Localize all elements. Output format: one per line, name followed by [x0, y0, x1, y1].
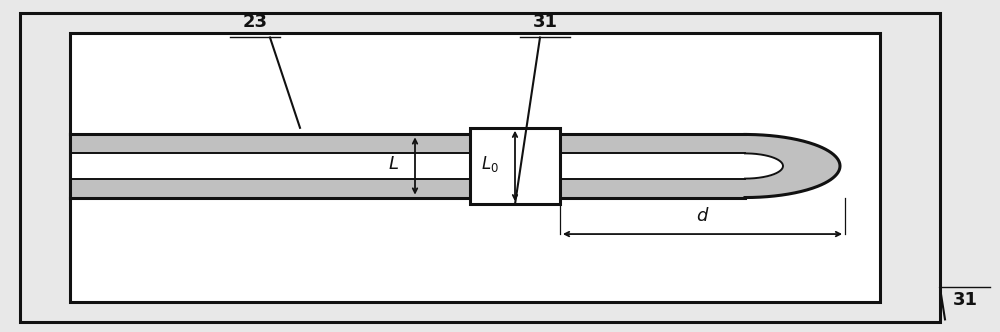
Polygon shape: [745, 153, 783, 179]
Text: $d$: $d$: [696, 207, 709, 225]
Text: 31: 31: [532, 13, 558, 31]
Bar: [470, 128, 560, 204]
Polygon shape: [745, 134, 840, 198]
Text: $L$: $L$: [388, 155, 398, 173]
Text: $L_0$: $L_0$: [481, 154, 499, 174]
Bar: [70, 134, 745, 198]
Text: 31: 31: [952, 291, 978, 309]
Bar: [70, 33, 880, 302]
Text: 23: 23: [242, 13, 268, 31]
Bar: [70, 153, 745, 179]
